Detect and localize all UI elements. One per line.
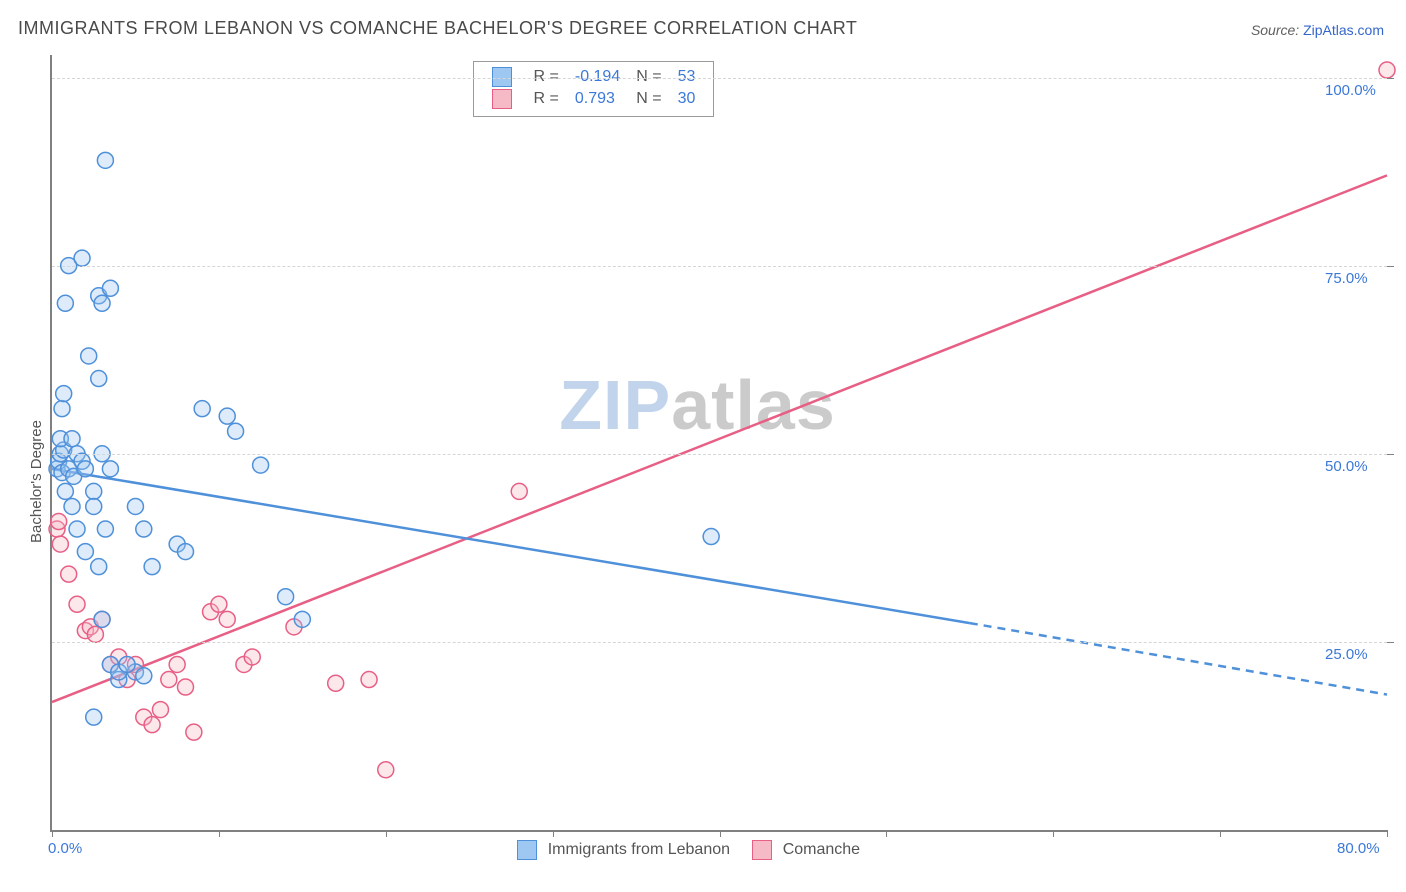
lebanon-point bbox=[294, 611, 310, 627]
comanche-point bbox=[219, 611, 235, 627]
chart-container: { "title": "IMMIGRANTS FROM LEBANON VS C… bbox=[0, 0, 1406, 892]
comanche-point bbox=[161, 672, 177, 688]
comanche-point bbox=[144, 717, 160, 733]
lebanon-point bbox=[86, 483, 102, 499]
y-tick-mark bbox=[1387, 78, 1394, 79]
legend-lebanon-label: Immigrants from Lebanon bbox=[548, 841, 730, 858]
lebanon-point bbox=[86, 709, 102, 725]
swatch-lebanon-bottom bbox=[517, 840, 537, 860]
lebanon-point bbox=[81, 348, 97, 364]
lebanon-point bbox=[57, 295, 73, 311]
lebanon-point bbox=[56, 386, 72, 402]
lebanon-point bbox=[91, 559, 107, 575]
swatch-comanche bbox=[492, 89, 512, 109]
comanche-point bbox=[244, 649, 260, 665]
y-tick-label: 50.0% bbox=[1325, 458, 1368, 475]
lebanon-point bbox=[144, 559, 160, 575]
lebanon-point bbox=[253, 457, 269, 473]
y-tick-label: 75.0% bbox=[1325, 270, 1368, 287]
series-legend: Immigrants from Lebanon Comanche bbox=[517, 840, 860, 860]
y-tick-label: 100.0% bbox=[1325, 82, 1376, 99]
lebanon-point bbox=[57, 483, 73, 499]
source-value: ZipAtlas.com bbox=[1303, 22, 1384, 38]
lebanon-point bbox=[69, 521, 85, 537]
gridline bbox=[52, 642, 1387, 643]
lebanon-point bbox=[703, 529, 719, 545]
lebanon-point bbox=[94, 611, 110, 627]
chart-svg bbox=[52, 55, 1387, 830]
x-tick-label: 0.0% bbox=[48, 840, 82, 857]
chart-title: IMMIGRANTS FROM LEBANON VS COMANCHE BACH… bbox=[18, 18, 857, 39]
y-tick-mark bbox=[1387, 642, 1394, 643]
comanche-point bbox=[378, 762, 394, 778]
stats-row-comanche: R =0.793 N =30 bbox=[484, 88, 704, 110]
x-tick-mark bbox=[386, 830, 387, 837]
comanche-point bbox=[211, 596, 227, 612]
lebanon-point bbox=[74, 250, 90, 266]
gridline bbox=[52, 78, 1387, 79]
comanche-regression bbox=[52, 175, 1387, 702]
lebanon-point bbox=[54, 401, 70, 417]
lebanon-point bbox=[97, 152, 113, 168]
comanche-point bbox=[178, 679, 194, 695]
lebanon-point bbox=[219, 408, 235, 424]
lebanon-point bbox=[94, 295, 110, 311]
n-comanche: 30 bbox=[670, 88, 704, 110]
lebanon-point bbox=[64, 431, 80, 447]
y-axis-label: Bachelor's Degree bbox=[28, 420, 45, 543]
lebanon-point bbox=[97, 521, 113, 537]
comanche-point bbox=[87, 626, 103, 642]
comanche-point bbox=[186, 724, 202, 740]
source-label: Source: bbox=[1251, 22, 1303, 38]
x-tick-label: 80.0% bbox=[1337, 840, 1380, 857]
comanche-point bbox=[361, 672, 377, 688]
comanche-point bbox=[152, 702, 168, 718]
lebanon-point bbox=[127, 498, 143, 514]
x-tick-mark bbox=[886, 830, 887, 837]
gridline bbox=[52, 266, 1387, 267]
comanche-point bbox=[511, 483, 527, 499]
lebanon-point bbox=[119, 656, 135, 672]
legend-comanche-label: Comanche bbox=[783, 841, 860, 858]
x-tick-mark bbox=[553, 830, 554, 837]
lebanon-point bbox=[102, 280, 118, 296]
lebanon-point bbox=[228, 423, 244, 439]
lebanon-point bbox=[77, 461, 93, 477]
stats-legend: R =-0.194 N =53 R =0.793 N =30 bbox=[473, 61, 715, 117]
lebanon-point bbox=[194, 401, 210, 417]
x-tick-mark bbox=[1387, 830, 1388, 837]
x-tick-mark bbox=[720, 830, 721, 837]
lebanon-point bbox=[278, 589, 294, 605]
x-tick-mark bbox=[52, 830, 53, 837]
lebanon-point bbox=[178, 544, 194, 560]
x-tick-mark bbox=[1053, 830, 1054, 837]
gridline bbox=[52, 454, 1387, 455]
y-tick-label: 25.0% bbox=[1325, 646, 1368, 663]
y-tick-mark bbox=[1387, 266, 1394, 267]
comanche-point bbox=[169, 656, 185, 672]
r-comanche: 0.793 bbox=[567, 88, 628, 110]
x-tick-mark bbox=[1220, 830, 1221, 837]
comanche-point bbox=[69, 596, 85, 612]
comanche-point bbox=[52, 536, 68, 552]
comanche-point bbox=[1379, 62, 1395, 78]
lebanon-point bbox=[136, 668, 152, 684]
plot-area: ZIPatlas R =-0.194 N =53 R =0.793 N =30 … bbox=[50, 55, 1387, 832]
lebanon-point bbox=[64, 498, 80, 514]
swatch-comanche-bottom bbox=[752, 840, 772, 860]
comanche-point bbox=[51, 514, 67, 530]
comanche-point bbox=[61, 566, 77, 582]
source-credit: Source: ZipAtlas.com bbox=[1251, 22, 1384, 38]
y-tick-mark bbox=[1387, 454, 1394, 455]
lebanon-point bbox=[102, 461, 118, 477]
lebanon-point bbox=[136, 521, 152, 537]
x-tick-mark bbox=[219, 830, 220, 837]
comanche-point bbox=[328, 675, 344, 691]
lebanon-point bbox=[77, 544, 93, 560]
lebanon-point bbox=[86, 498, 102, 514]
lebanon-point bbox=[91, 371, 107, 387]
